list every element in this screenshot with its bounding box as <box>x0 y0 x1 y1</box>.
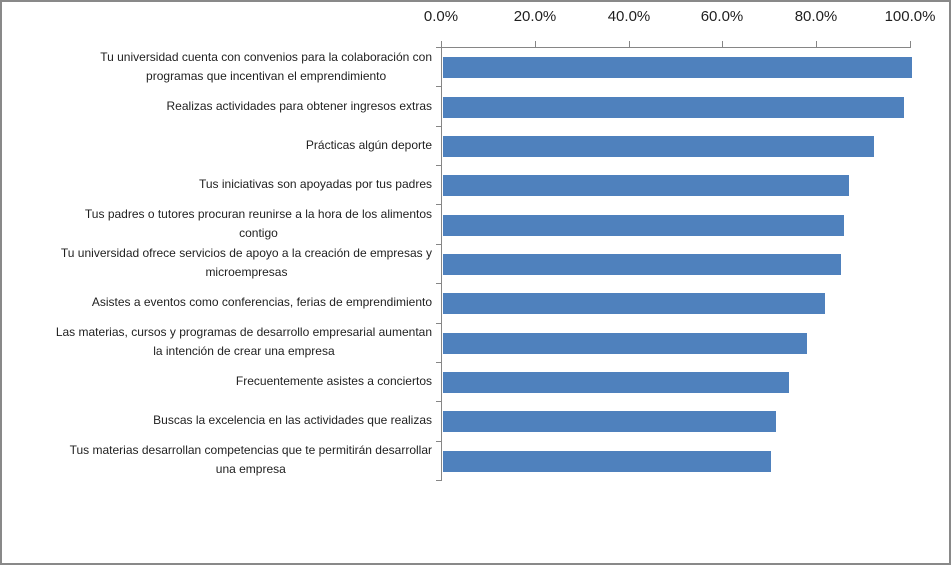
category-label-row: Tus iniciativas son apoyadas por tus pad… <box>8 165 432 204</box>
category-label: Tu universidad ofrece servicios de apoyo… <box>60 246 432 280</box>
category-tick <box>436 126 441 127</box>
bar <box>443 450 772 472</box>
bar <box>443 254 842 275</box>
x-axis-tick-label: 60.0% <box>700 8 744 25</box>
x-axis-tick <box>722 41 723 47</box>
bar <box>443 332 807 354</box>
category-tick <box>436 204 441 205</box>
category-label-row: Tu universidad cuenta con convenios para… <box>8 47 432 86</box>
category-label: Realizas actividades para obtener ingres… <box>166 98 432 113</box>
category-label: Tus padres o tutores procuran reunirse a… <box>84 207 432 241</box>
x-axis-tick <box>910 41 911 47</box>
bar <box>443 96 905 118</box>
category-tick <box>436 362 441 363</box>
category-tick <box>436 401 441 402</box>
x-axis-tick-label: 100.0% <box>884 8 936 25</box>
category-label-row: Tu universidad ofrece servicios de apoyo… <box>8 244 432 283</box>
category-tick <box>436 165 441 166</box>
category-tick <box>436 441 441 442</box>
x-axis-tick <box>441 41 442 47</box>
category-tick <box>436 283 441 284</box>
category-tick <box>436 480 441 481</box>
category-label: Asistes a eventos como conferencias, fer… <box>91 295 432 310</box>
x-axis-tick-label: 0.0% <box>423 8 459 25</box>
category-label-row: Tus materias desarrollan competencias qu… <box>8 441 432 480</box>
bar <box>443 57 912 79</box>
category-label: Tus materias desarrollan competencias qu… <box>69 443 432 477</box>
bar <box>443 135 875 157</box>
category-label-row: Prácticas algún deporte <box>8 126 432 165</box>
category-label: Buscas la excelencia en las actividades … <box>153 413 432 428</box>
category-tick <box>436 86 441 87</box>
category-label-row: Buscas la excelencia en las actividades … <box>8 401 432 440</box>
category-label-row: Las materias, cursos y programas de desa… <box>8 323 432 362</box>
bar <box>443 372 790 394</box>
category-label: Frecuentemente asistes a conciertos <box>235 374 432 389</box>
category-label: Las materias, cursos y programas de desa… <box>55 325 432 359</box>
category-label-row: Frecuentemente asistes a conciertos <box>8 362 432 401</box>
bar <box>443 411 777 433</box>
category-label: Tu universidad cuenta con convenios para… <box>100 49 432 83</box>
category-label-row: Realizas actividades para obtener ingres… <box>8 86 432 125</box>
category-label-row: Tus padres o tutores procuran reunirse a… <box>8 204 432 243</box>
bar <box>443 175 849 197</box>
plot-area <box>441 47 912 481</box>
bar <box>443 214 844 236</box>
category-tick <box>436 47 441 48</box>
x-axis-tick-label: 80.0% <box>794 8 838 25</box>
x-axis-tick <box>535 41 536 47</box>
bar <box>443 293 826 315</box>
x-axis-tick <box>816 41 817 47</box>
x-axis-tick-label: 20.0% <box>513 8 557 25</box>
category-tick <box>436 244 441 245</box>
x-axis-tick-label: 40.0% <box>607 8 651 25</box>
category-label: Prácticas algún deporte <box>305 137 432 152</box>
category-label-row: Asistes a eventos como conferencias, fer… <box>8 283 432 322</box>
category-label: Tus iniciativas son apoyadas por tus pad… <box>198 177 432 192</box>
category-tick <box>436 323 441 324</box>
x-axis-tick <box>629 41 630 47</box>
